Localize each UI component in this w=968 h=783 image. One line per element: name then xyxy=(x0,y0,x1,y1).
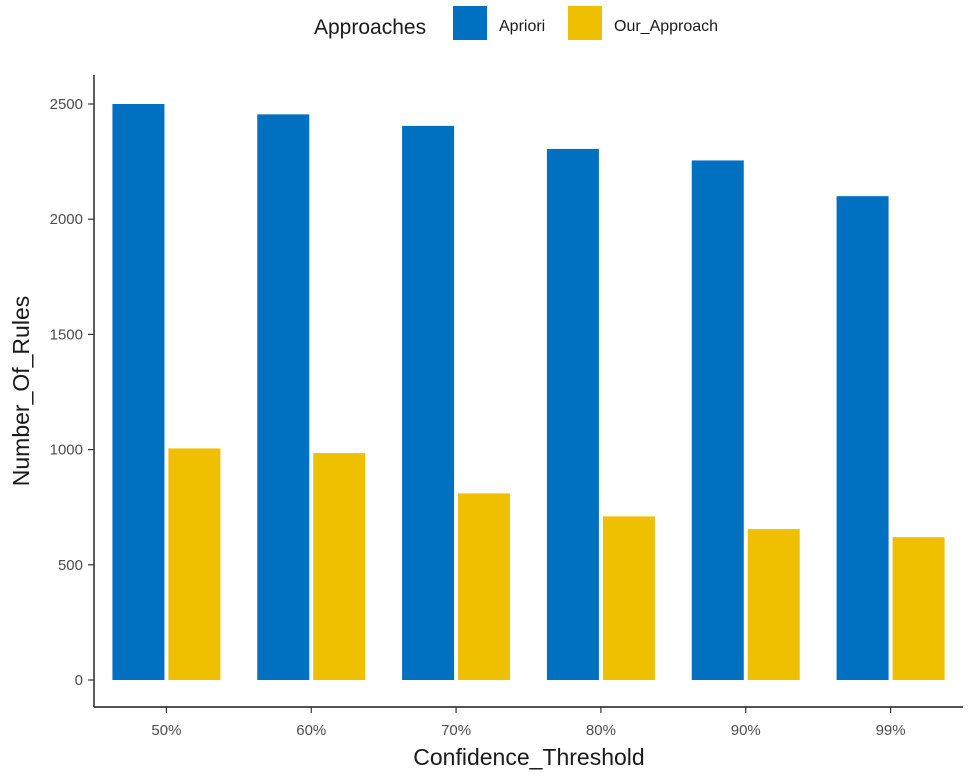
bar-our-approach-90pct xyxy=(747,529,800,680)
legend-swatch-our-approach xyxy=(568,6,602,40)
x-tick-label: 90% xyxy=(731,722,761,739)
x-axis-title: Confidence_Threshold xyxy=(413,744,644,770)
y-ticks: 0 500 1000 1500 2000 2500 xyxy=(50,96,94,689)
legend-swatch-apriori xyxy=(453,6,487,40)
y-tick-label: 2500 xyxy=(50,96,83,113)
bar-our-approach-60pct xyxy=(313,453,366,680)
y-tick-label: 1000 xyxy=(50,442,83,459)
x-tick-label: 50% xyxy=(151,722,181,739)
y-tick-label: 0 xyxy=(75,672,83,689)
bar-apriori-50pct xyxy=(112,104,165,680)
bar-apriori-99pct xyxy=(836,196,889,680)
bar-apriori-80pct xyxy=(546,148,599,681)
bar-our-approach-99pct xyxy=(892,537,945,680)
legend: Approaches Apriori Our_Approach xyxy=(314,6,718,40)
x-tick-label: 70% xyxy=(441,722,471,739)
bars xyxy=(112,104,945,681)
bar-our-approach-50pct xyxy=(168,448,221,680)
legend-label-apriori: Apriori xyxy=(499,18,545,35)
x-tick-label: 60% xyxy=(296,722,326,739)
y-tick-label: 1500 xyxy=(50,326,83,343)
x-tick-label: 99% xyxy=(876,722,906,739)
legend-title: Approaches xyxy=(314,16,426,39)
y-tick-label: 2000 xyxy=(50,211,83,228)
legend-label-our-approach: Our_Approach xyxy=(614,18,718,35)
y-tick-label: 500 xyxy=(58,557,83,574)
bar-apriori-70pct xyxy=(402,125,455,680)
bar-apriori-90pct xyxy=(691,160,744,680)
x-ticks: 50% 60% 70% 80% 90% 99% xyxy=(151,707,906,739)
axes xyxy=(93,75,963,708)
bar-our-approach-80pct xyxy=(602,516,655,680)
x-tick-label: 80% xyxy=(586,722,616,739)
bar-our-approach-70pct xyxy=(458,493,511,680)
y-axis-title: Number_Of_Rules xyxy=(8,296,34,486)
bar-apriori-60pct xyxy=(257,114,310,681)
